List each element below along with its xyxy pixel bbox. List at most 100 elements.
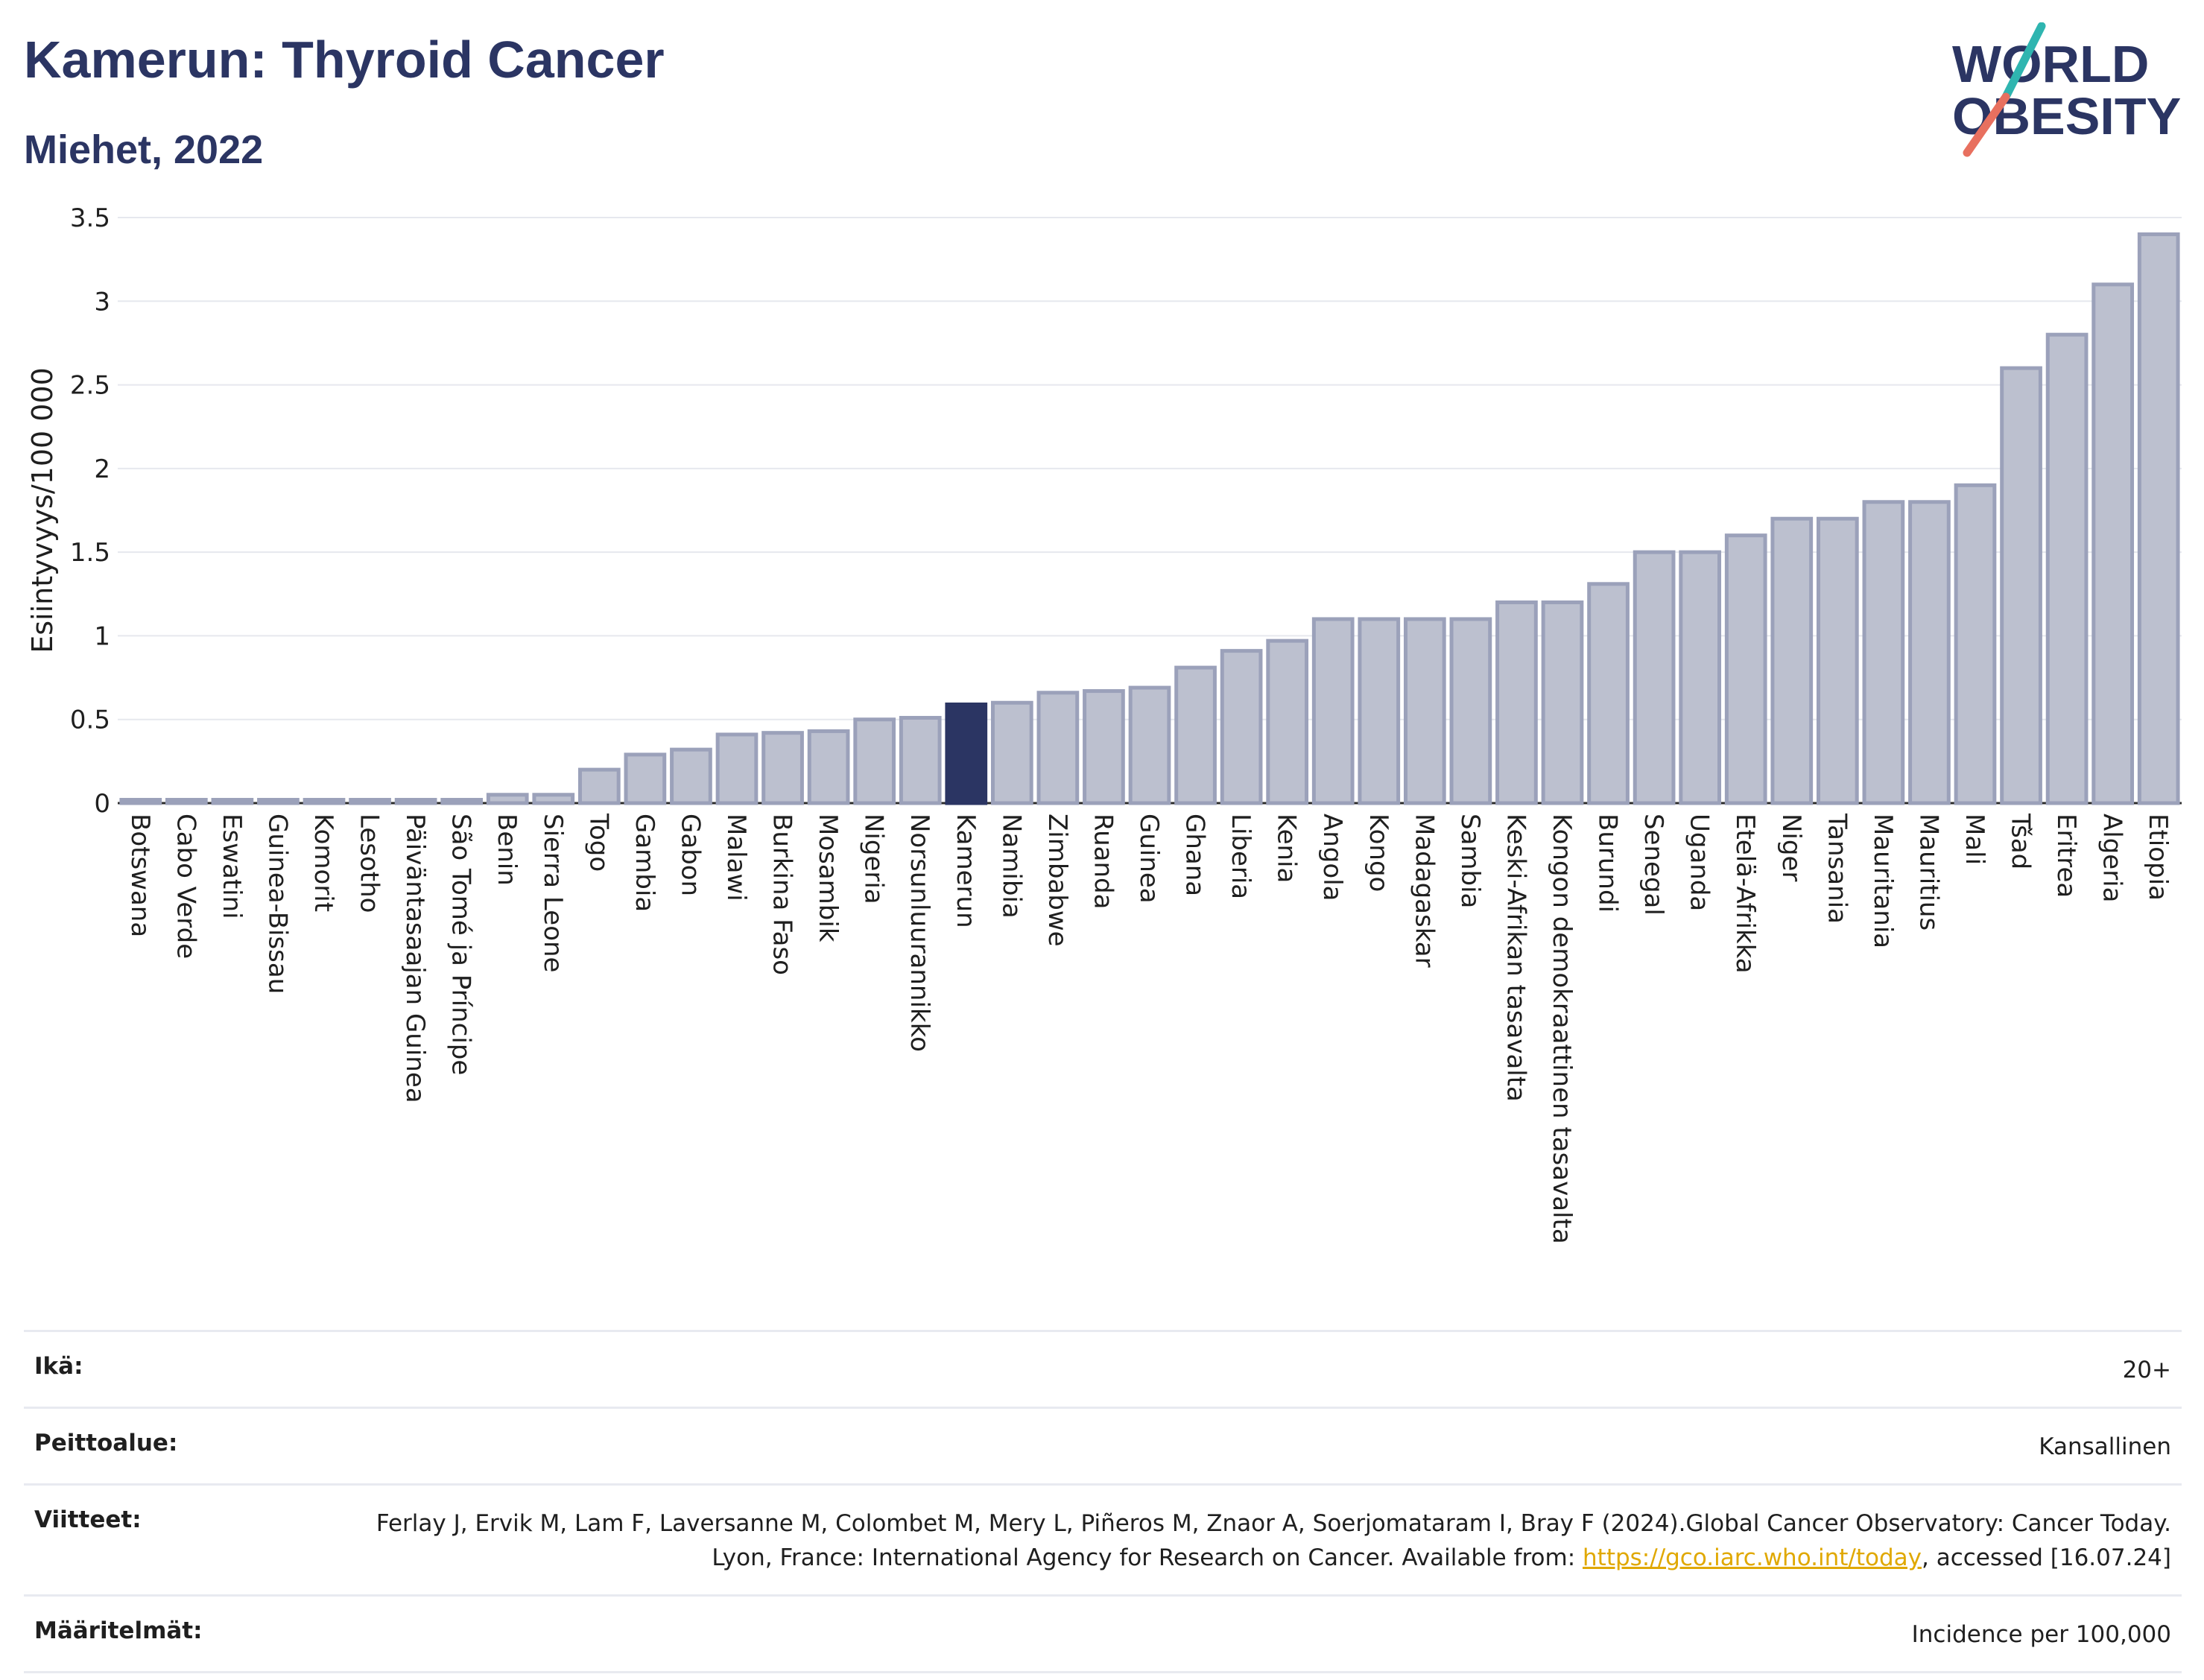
bar[interactable] <box>1128 685 1171 805</box>
x-tick-label: Senegal <box>1638 814 1668 916</box>
bar[interactable] <box>394 798 437 805</box>
info-table: Ikä: 20+ Peittoalue: Kansallinen Viittee… <box>24 1330 2182 1673</box>
x-tick-label: Mosambik <box>813 814 843 942</box>
y-tick-label: 1 <box>94 621 110 651</box>
bar[interactable] <box>1954 483 1997 805</box>
x-tick-label: Angola <box>1317 814 1347 901</box>
x-tick-label: Kongo <box>1364 814 1393 892</box>
bar[interactable] <box>1770 516 1814 805</box>
y-tick-label: 2.5 <box>70 371 110 401</box>
bar[interactable] <box>2000 366 2042 805</box>
bar[interactable] <box>1587 582 1630 805</box>
logo-line1: WORLD <box>1952 35 2149 93</box>
bar[interactable] <box>899 715 942 805</box>
y-axis-ticks: 0 0.5 1 1.5 2 2.5 3 3.5 <box>70 203 110 819</box>
bar[interactable] <box>577 767 621 805</box>
x-tick-label: Tansania <box>1822 813 1852 924</box>
bar[interactable] <box>119 798 162 805</box>
bar[interactable] <box>1724 533 1767 805</box>
x-tick-label: Ghana <box>1180 814 1210 896</box>
defs-label: Määritelmät: <box>34 1617 203 1644</box>
bar[interactable] <box>1541 600 1584 805</box>
bar[interactable] <box>807 729 850 805</box>
page-subtitle: Miehet, 2022 <box>24 127 264 172</box>
bar[interactable] <box>945 703 988 805</box>
x-tick-label: Gabon <box>675 814 705 896</box>
x-tick-label: Mali <box>1960 814 1989 865</box>
bar[interactable] <box>1862 500 1905 805</box>
y-tick-label: 3.5 <box>70 203 110 233</box>
bar[interactable] <box>211 798 254 805</box>
x-tick-label: Botswana <box>125 814 155 937</box>
x-tick-label: Niger <box>1776 814 1806 881</box>
bar[interactable] <box>853 717 896 805</box>
bar[interactable] <box>486 793 529 805</box>
bar[interactable] <box>1495 600 1538 805</box>
bar[interactable] <box>1311 617 1355 805</box>
x-tick-label: Cabo Verde <box>171 814 200 959</box>
info-row-age: Ikä: 20+ <box>24 1330 2182 1407</box>
bar[interactable] <box>1816 516 1859 805</box>
y-tick-label: 0.5 <box>70 706 110 735</box>
y-axis-label: Esiintyvyys/100 000 <box>26 367 59 653</box>
bar[interactable] <box>715 732 759 805</box>
bar[interactable] <box>1679 550 1722 805</box>
bar[interactable] <box>532 793 575 805</box>
bar[interactable] <box>303 798 346 805</box>
coverage-value: Kansallinen <box>2039 1433 2171 1460</box>
chart-bars <box>119 232 2180 805</box>
x-tick-label: Kenia <box>1272 814 1302 883</box>
y-tick-label: 1.5 <box>70 538 110 568</box>
bar[interactable] <box>990 700 1033 805</box>
x-tick-label: Mauritius <box>1913 814 1943 931</box>
x-tick-label: Madagaskar <box>1409 814 1439 968</box>
bar[interactable] <box>1358 617 1401 805</box>
refs-tail: , accessed [16.07.24] <box>1921 1544 2171 1571</box>
x-tick-label: Zimbabwe <box>1042 814 1072 947</box>
bar[interactable] <box>1449 617 1492 805</box>
bar[interactable] <box>1174 665 1217 805</box>
x-tick-label: Malawi <box>721 814 751 901</box>
x-tick-label: Sambia <box>1455 814 1485 908</box>
refs-label: Viitteet: <box>34 1506 142 1533</box>
x-tick-label: Benin <box>492 814 522 886</box>
bar[interactable] <box>761 731 804 805</box>
bar[interactable] <box>624 752 667 805</box>
info-row-definitions: Määritelmät: Incidence per 100,000 <box>24 1594 2182 1673</box>
bar[interactable] <box>670 747 712 805</box>
x-tick-label: Mauritania <box>1868 814 1898 948</box>
bar[interactable] <box>165 798 208 805</box>
x-tick-label: Etiopia <box>2143 814 2173 901</box>
bar[interactable] <box>440 798 484 805</box>
x-tick-label: Eswatini <box>217 814 247 919</box>
bar[interactable] <box>2045 332 2089 805</box>
x-tick-label: Burkina Faso <box>767 814 797 975</box>
x-tick-label: Lesotho <box>355 814 384 913</box>
refs-link[interactable]: https://gco.iarc.who.int/today <box>1583 1544 1922 1571</box>
bar[interactable] <box>1908 500 1951 805</box>
bar[interactable] <box>1403 617 1446 805</box>
bar[interactable] <box>1220 649 1263 805</box>
bar[interactable] <box>1266 638 1309 805</box>
bar[interactable] <box>1633 550 1676 805</box>
bar[interactable] <box>1036 691 1080 805</box>
x-tick-label: Kamerun <box>951 814 981 928</box>
x-tick-label: Ruanda <box>1088 814 1118 909</box>
x-tick-label: Nigeria <box>859 814 889 904</box>
bar[interactable] <box>349 798 391 805</box>
bar[interactable] <box>2091 282 2135 805</box>
info-row-references: Viitteet: Ferlay J, Ervik M, Lam F, Lave… <box>24 1483 2182 1594</box>
coverage-label: Peittoalue: <box>34 1430 178 1456</box>
bar[interactable] <box>257 798 300 805</box>
defs-value: Incidence per 100,000 <box>1911 1621 2171 1648</box>
x-tick-label: Guinea <box>1134 814 1164 904</box>
x-tick-label: Burundi <box>1593 814 1623 913</box>
bar[interactable] <box>1083 689 1125 805</box>
x-tick-label: Kongon demokraattinen tasavalta <box>1547 814 1577 1244</box>
bar[interactable] <box>2137 232 2180 805</box>
x-tick-label: Eritrea <box>2051 814 2081 898</box>
x-tick-label: Tšad <box>2006 813 2036 869</box>
x-tick-label: Sierra Leone <box>538 814 568 972</box>
x-tick-label: Uganda <box>1685 814 1714 911</box>
bar-chart: 0 0.5 1 1.5 2 2.5 3 3.5 Botswana Cabo Verde Eswat… <box>26 203 2182 1244</box>
